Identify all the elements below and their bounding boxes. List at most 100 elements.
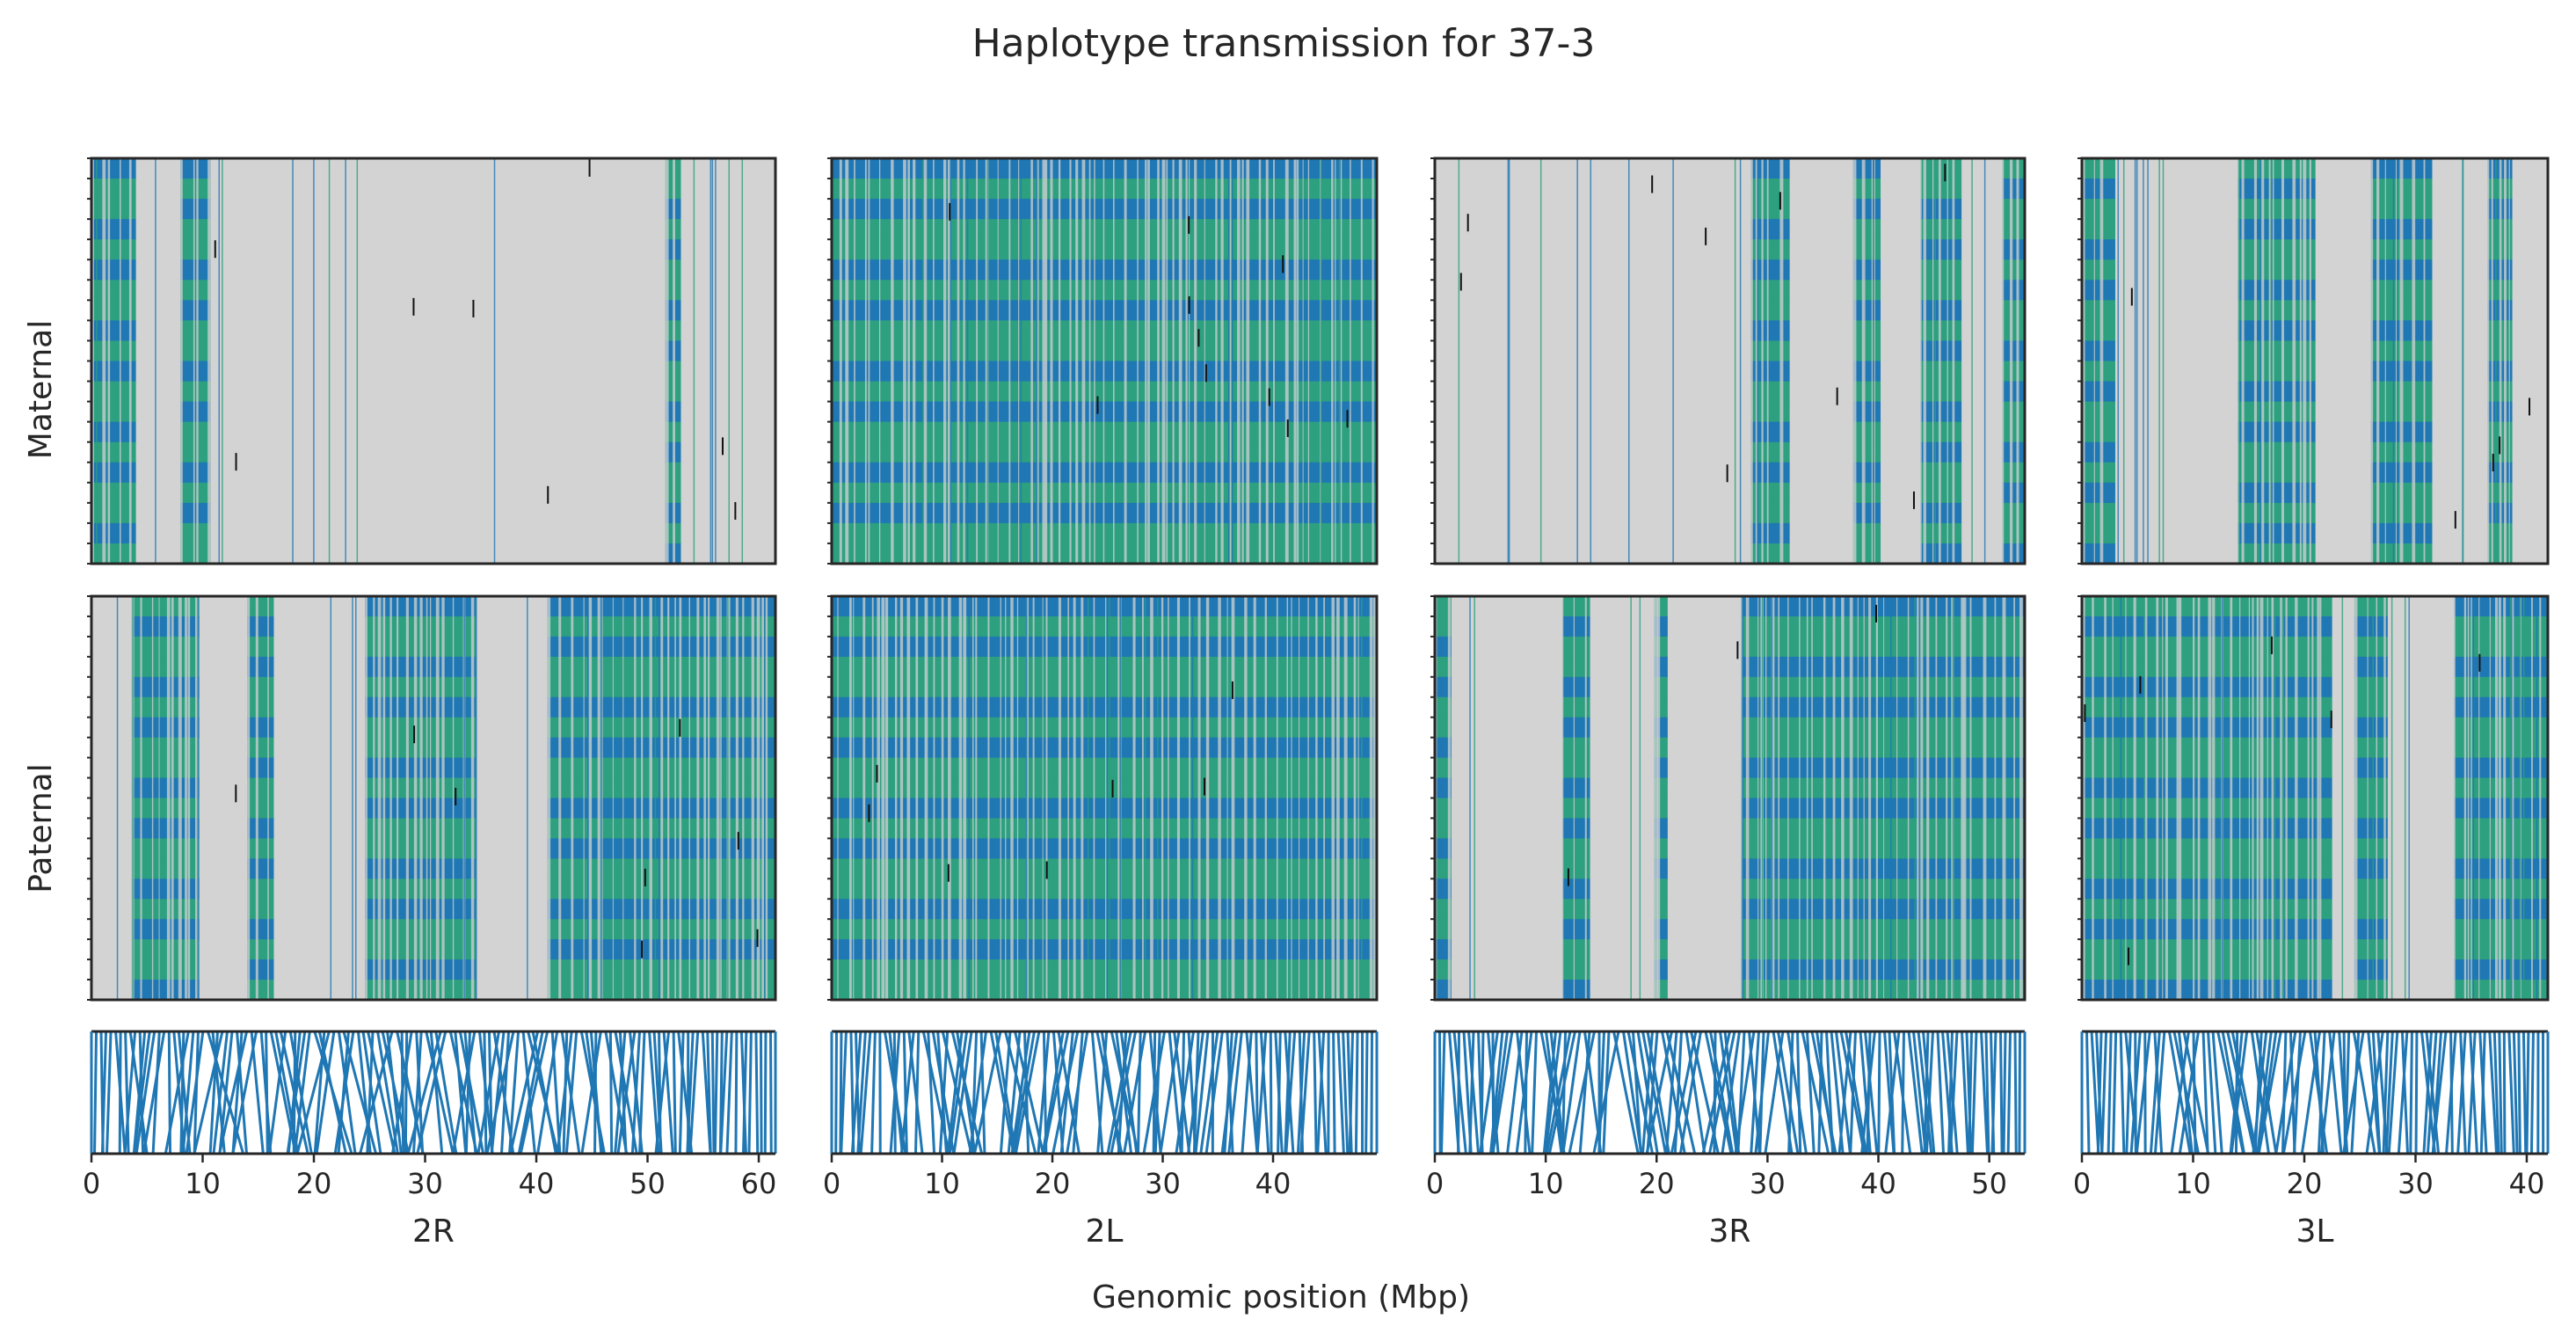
variant-position-line: [2426, 1031, 2438, 1155]
variant-gap: [2162, 596, 2164, 1000]
variant-gap: [2498, 596, 2501, 1000]
variant-gap: [2311, 596, 2314, 1000]
variant-position-line: [1332, 1031, 1336, 1155]
variant-position-line: [2107, 1031, 2113, 1155]
variant-position-line: [434, 1031, 458, 1155]
variant-position-line: [2170, 1031, 2190, 1155]
haplotype-block: [1852, 502, 1881, 524]
haplotype-block: [2002, 340, 2025, 362]
variant-gap: [2082, 596, 2085, 1000]
variant-gap: [1229, 158, 1232, 564]
variant-position-line: [1984, 1031, 1990, 1155]
variant-position-line: [706, 1031, 712, 1155]
variant-gap: [2354, 596, 2358, 1000]
haplotype-block: [1562, 939, 1590, 960]
paternal-haplotype-panel-3R: [1430, 594, 2027, 1002]
variant-gap: [2179, 596, 2182, 1000]
variant-gap: [942, 158, 947, 564]
haplotype-block: [2354, 959, 2388, 980]
variant-position-line: [2018, 1031, 2021, 1155]
variant-gap: [1778, 596, 1780, 1000]
variant-position-line: [2281, 1031, 2307, 1155]
variant-position-line: [1707, 1031, 1736, 1155]
variant-position-line: [531, 1031, 557, 1155]
variant-gap: [1994, 596, 1997, 1000]
variant-position-line: [1014, 1031, 1045, 1155]
variant-gap: [1036, 158, 1039, 564]
haplotype-block: [832, 939, 1377, 960]
variant-gap: [2478, 596, 2480, 1000]
variant-gap: [377, 596, 382, 1000]
haplotype-block: [2082, 199, 2115, 220]
variant-gap: [193, 158, 195, 564]
variant-gap: [622, 596, 624, 1000]
variant-position-line: [1204, 1031, 1224, 1155]
haplotype-block: [2082, 676, 2332, 698]
variant-position-line: [2319, 1031, 2336, 1155]
variant-gap: [1197, 596, 1201, 1000]
variant-gap: [2193, 596, 2195, 1000]
x-tick-label: 0: [2073, 1167, 2091, 1200]
variant-gap: [2272, 158, 2274, 564]
variant-gap: [1042, 596, 1044, 1000]
variant-gap: [1373, 596, 1377, 1000]
x-tick-label: 40: [519, 1167, 555, 1200]
variant-position-line: [1999, 1031, 2004, 1155]
haplotype-block: [832, 737, 1377, 759]
haplotype-block: [1741, 980, 2025, 1001]
variant-gap: [1350, 158, 1351, 564]
variant-position-line: [1787, 1031, 1794, 1155]
variant-position-line: [1052, 1031, 1080, 1155]
haplotype-block: [2082, 421, 2115, 443]
haplotype-block: [1741, 696, 2025, 718]
haplotype-block: [180, 401, 211, 423]
variant-position-line: [1970, 1031, 1978, 1155]
haplotype-block: [131, 636, 200, 658]
haplotype-block: [1741, 777, 2025, 799]
variant-position-line: [979, 1031, 986, 1155]
variant-gap: [558, 596, 562, 1000]
variant-gap: [1176, 596, 1181, 1000]
variant-position-line: [1227, 1031, 1243, 1155]
variant-gap: [102, 158, 106, 564]
haplotype-block: [1920, 543, 1962, 565]
haplotype-block: [1741, 656, 2025, 678]
variant-position-line: [286, 1031, 307, 1155]
haplotype-block: [1920, 421, 1962, 443]
variant-position-line: [1678, 1031, 1702, 1155]
haplotype-block: [1852, 179, 1881, 200]
variant-gap: [1284, 158, 1289, 564]
variant-gap: [588, 596, 593, 1000]
haplotype-block: [2002, 259, 2025, 281]
variant-gap: [751, 596, 754, 1000]
variant-position-line: [1041, 1031, 1065, 1155]
haplotype-block: [2238, 401, 2316, 423]
variant-gap: [1868, 596, 1872, 1000]
variant-gap: [1276, 596, 1278, 1000]
haplotype-block: [180, 199, 211, 220]
variant-gap: [649, 596, 652, 1000]
variant-position-line: [1438, 1031, 1442, 1155]
panel-3R: 0 10 20 30 40 50 3R: [1426, 157, 2027, 1250]
variant-gap: [2494, 596, 2499, 1000]
haplotype-block: [1741, 596, 2025, 617]
variant-position-line: [1354, 1031, 1359, 1155]
variant-position-line: [1255, 1031, 1259, 1155]
variant-position-line: [1299, 1031, 1311, 1155]
variant-position-line: [741, 1031, 748, 1155]
haplotype-block: [832, 777, 1377, 799]
variant-position-line: [1968, 1031, 1973, 1155]
variant-position-line: [2201, 1031, 2209, 1155]
haplotype-block: [1920, 280, 1962, 301]
variant-position-line: [2216, 1031, 2245, 1155]
variant-gap: [2002, 158, 2005, 564]
variant-position-line: [2492, 1031, 2500, 1155]
haplotype-block: [832, 980, 1377, 1001]
variant-gap: [1331, 158, 1334, 564]
variant-position-line: [391, 1031, 413, 1155]
x-tick-label: 0: [823, 1167, 840, 1200]
variant-position-line: [218, 1031, 234, 1155]
haplotype-block: [131, 939, 200, 960]
variant-position-line: [2281, 1031, 2288, 1155]
